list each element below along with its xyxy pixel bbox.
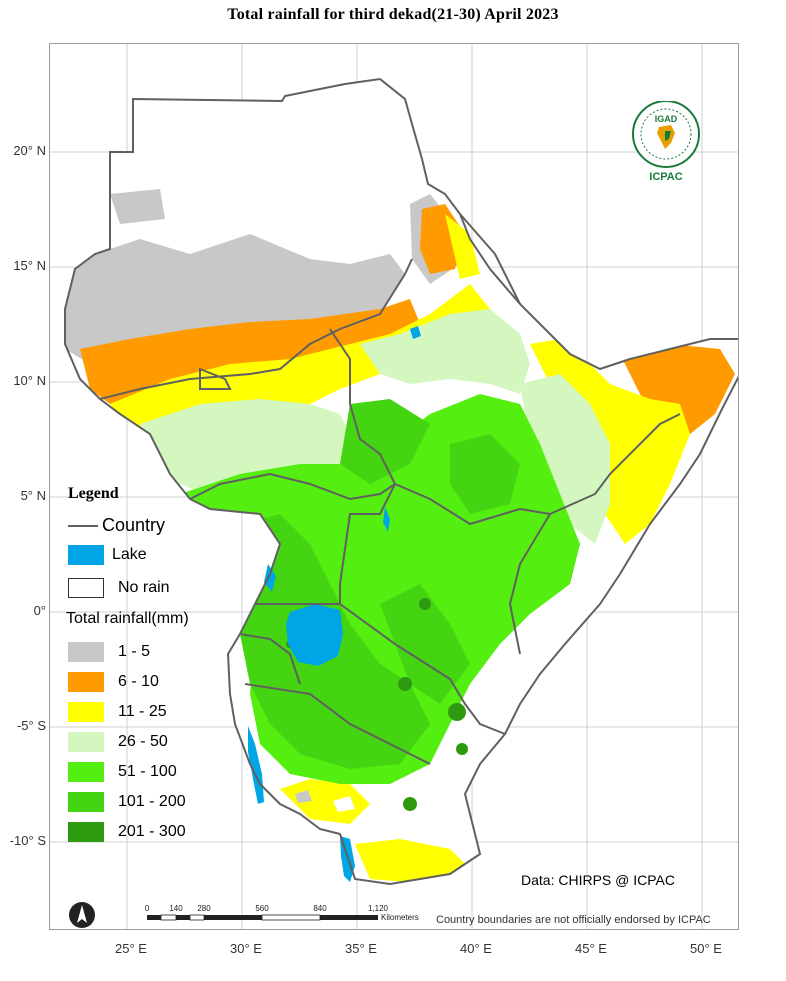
rain-class-label: 6 - 10 <box>118 673 159 690</box>
lon-tick: 25° E <box>115 941 147 956</box>
igad-logo: IGAD ICPAC <box>627 100 705 189</box>
lake-albert <box>264 564 276 592</box>
map-frame <box>49 43 739 930</box>
rain-class-swatch <box>68 762 104 782</box>
lon-tick: 40° E <box>460 941 492 956</box>
rain-class-row: 101 - 200 <box>68 792 186 812</box>
lat-tick: 5° N <box>20 488 46 503</box>
lat-tick: 15° N <box>13 258 46 273</box>
lat-tick: -5° S <box>16 718 46 733</box>
legend-country: Country <box>68 515 165 536</box>
rain-class-swatch <box>68 702 104 722</box>
scale-unit: Kilometers <box>381 913 419 922</box>
rain-class-label: 1 - 5 <box>118 643 151 660</box>
rain-class-label: 101 - 200 <box>118 793 186 810</box>
lat-tick: -10° S <box>9 833 46 848</box>
rain-class-row: 201 - 300 <box>68 822 186 842</box>
rain-class-label: 26 - 50 <box>118 733 168 750</box>
lat-tick: 0° <box>33 603 46 618</box>
lat-tick: 10° N <box>13 373 46 388</box>
country-line-swatch <box>68 524 98 527</box>
lake-victoria <box>286 604 343 666</box>
rain-class-swatch <box>68 672 104 692</box>
rain-legend-title: Total rainfall(mm) <box>66 610 189 627</box>
rain-class-row: 6 - 10 <box>68 672 159 692</box>
icpac-logo-text: ICPAC <box>649 171 683 183</box>
map-title: Total rainfall for third dekad(21-30) Ap… <box>227 6 559 23</box>
rain-class-swatch <box>68 642 104 662</box>
svg-text:IGAD: IGAD <box>655 114 678 124</box>
lon-tick: 35° E <box>345 941 377 956</box>
rain-class-label: 11 - 25 <box>118 703 167 720</box>
lake-swatch <box>68 545 104 565</box>
rain-class-row: 51 - 100 <box>68 762 177 782</box>
legend-no-rain: No rain <box>68 578 170 598</box>
country-borders <box>64 77 738 886</box>
rain-class-swatch <box>68 732 104 752</box>
lon-tick: 50° E <box>690 941 722 956</box>
north-arrow-icon <box>67 900 97 930</box>
rain-class-label: 201 - 300 <box>118 823 186 840</box>
lon-tick: 30° E <box>230 941 262 956</box>
rain-class-row: 26 - 50 <box>68 732 168 752</box>
lat-tick: 20° N <box>13 143 46 158</box>
data-credit: Data: CHIRPS @ ICPAC <box>521 872 675 888</box>
legend-title: Legend <box>68 485 119 502</box>
disclaimer: Country boundaries are not officially en… <box>436 914 711 926</box>
rain-class-swatch <box>68 822 104 842</box>
rain-class-swatch <box>68 792 104 812</box>
lon-tick: 45° E <box>575 941 607 956</box>
legend-lake: Lake <box>68 545 147 565</box>
scale-bar: 0 140 280 560 840 1,120 Kilometers <box>144 904 419 922</box>
rain-class-row: 11 - 25 <box>68 702 167 722</box>
lake-turkana <box>383 507 390 532</box>
lake-tana <box>410 326 421 339</box>
no-rain-swatch <box>68 578 104 598</box>
rain-class-label: 51 - 100 <box>118 763 177 780</box>
map-canvas <box>50 44 738 929</box>
rain-class-row: 1 - 5 <box>68 642 150 662</box>
